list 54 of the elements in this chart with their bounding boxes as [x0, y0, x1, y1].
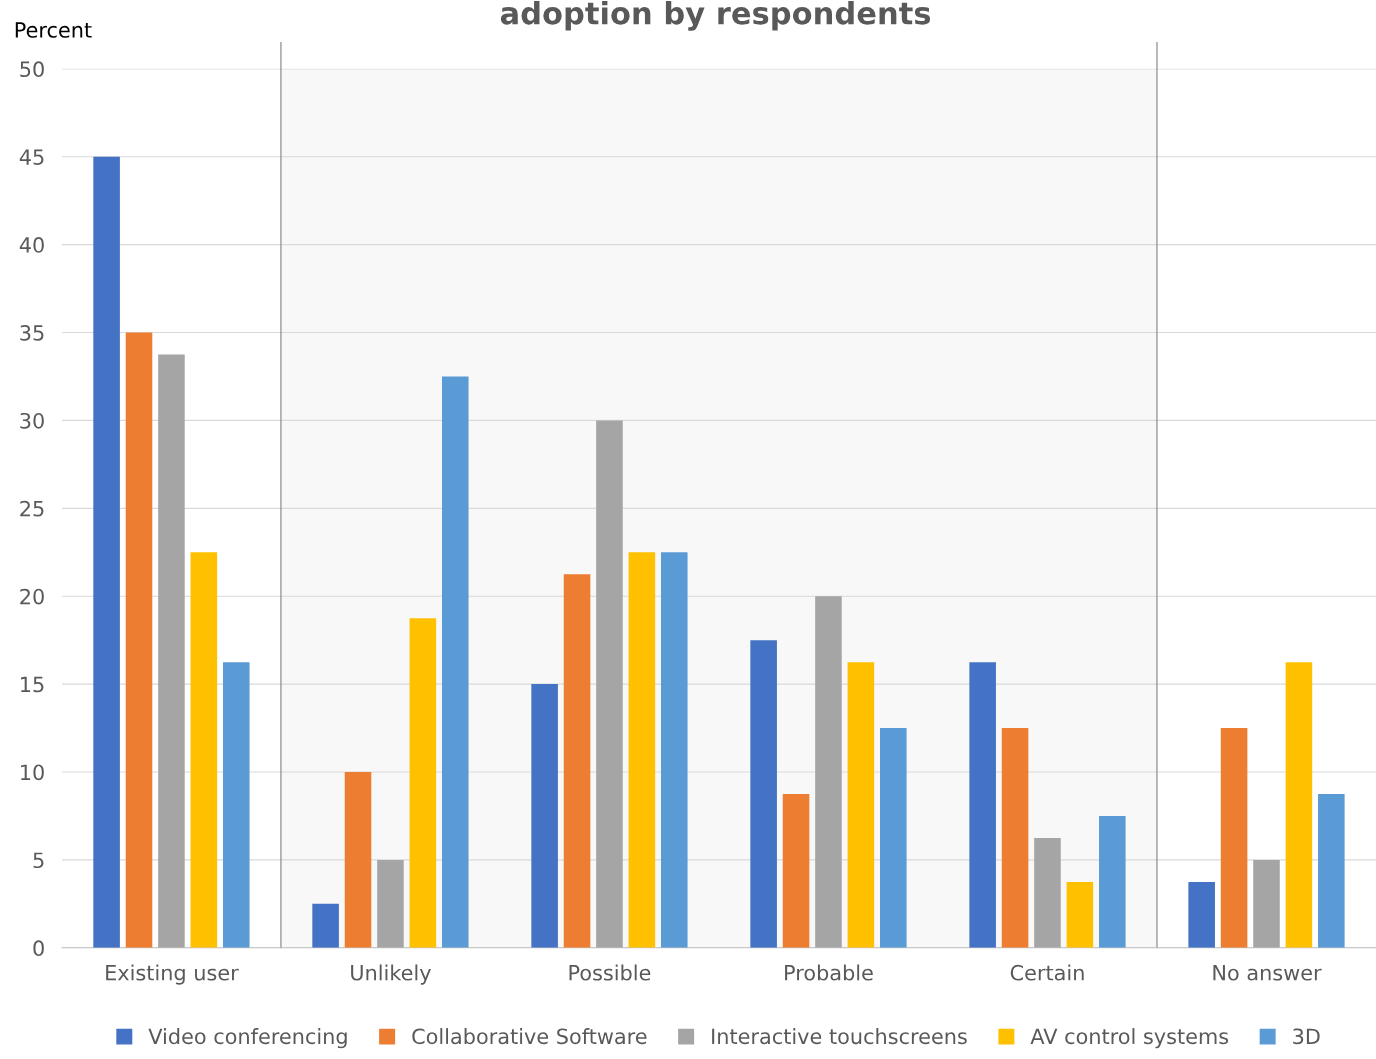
y-tick-label: 30 — [20, 412, 44, 429]
legend-label: 3D — [1293, 1028, 1320, 1045]
legend-label: Interactive touchscreens — [712, 1028, 967, 1045]
bar — [969, 662, 996, 948]
bar — [563, 574, 591, 948]
y-tick-label: 0 — [33, 940, 44, 957]
bar — [660, 552, 688, 948]
bar — [1253, 859, 1280, 948]
x-tick-label: Probable — [785, 964, 873, 981]
y-tick-label: 40 — [19, 237, 44, 253]
bar — [1066, 881, 1094, 948]
legend-label: Collaborative Software — [412, 1028, 647, 1045]
bar — [1285, 662, 1313, 948]
y-tick-label: 50 — [20, 61, 44, 78]
bar — [1188, 881, 1215, 948]
bar — [531, 684, 558, 948]
y-tick-label: 5 — [33, 852, 44, 869]
y-tick-label: 35 — [20, 324, 44, 341]
y-tick-label: 20 — [20, 588, 44, 605]
bar — [1318, 793, 1345, 948]
bar — [441, 376, 469, 948]
x-tick-label: Existing user — [106, 964, 239, 985]
legend-label: AV control systems — [1030, 1028, 1229, 1049]
bar — [1001, 728, 1029, 948]
bar — [880, 728, 907, 948]
bar — [312, 903, 339, 948]
bar — [847, 662, 875, 948]
bar — [93, 156, 120, 948]
bar — [222, 662, 250, 948]
bar — [1099, 815, 1126, 948]
bar — [1034, 837, 1061, 948]
chart-title: adoption by respondents — [500, 0, 931, 31]
y-tick-label: 15 — [21, 676, 44, 693]
bar — [782, 793, 810, 948]
legend-label: Video conferencing — [148, 1028, 347, 1049]
x-tick-label: No answer — [1213, 965, 1322, 981]
x-tick-label: Certain — [1010, 964, 1084, 981]
y-tick-label: 10 — [21, 764, 44, 781]
x-tick-label: Unlikely — [351, 964, 431, 985]
bar — [409, 618, 437, 948]
y-axis-title: Percent — [15, 22, 92, 38]
bar — [628, 552, 656, 948]
y-tick-label: 25 — [20, 500, 44, 517]
bar — [815, 596, 842, 948]
bar — [190, 552, 218, 948]
bar — [377, 859, 404, 948]
bar — [125, 332, 153, 948]
x-tick-label: Possible — [569, 964, 651, 981]
bar — [750, 640, 777, 948]
bar — [344, 772, 372, 948]
bar — [1220, 728, 1248, 948]
bar — [596, 420, 623, 948]
y-tick-label: 45 — [19, 149, 44, 165]
bar — [158, 354, 185, 948]
